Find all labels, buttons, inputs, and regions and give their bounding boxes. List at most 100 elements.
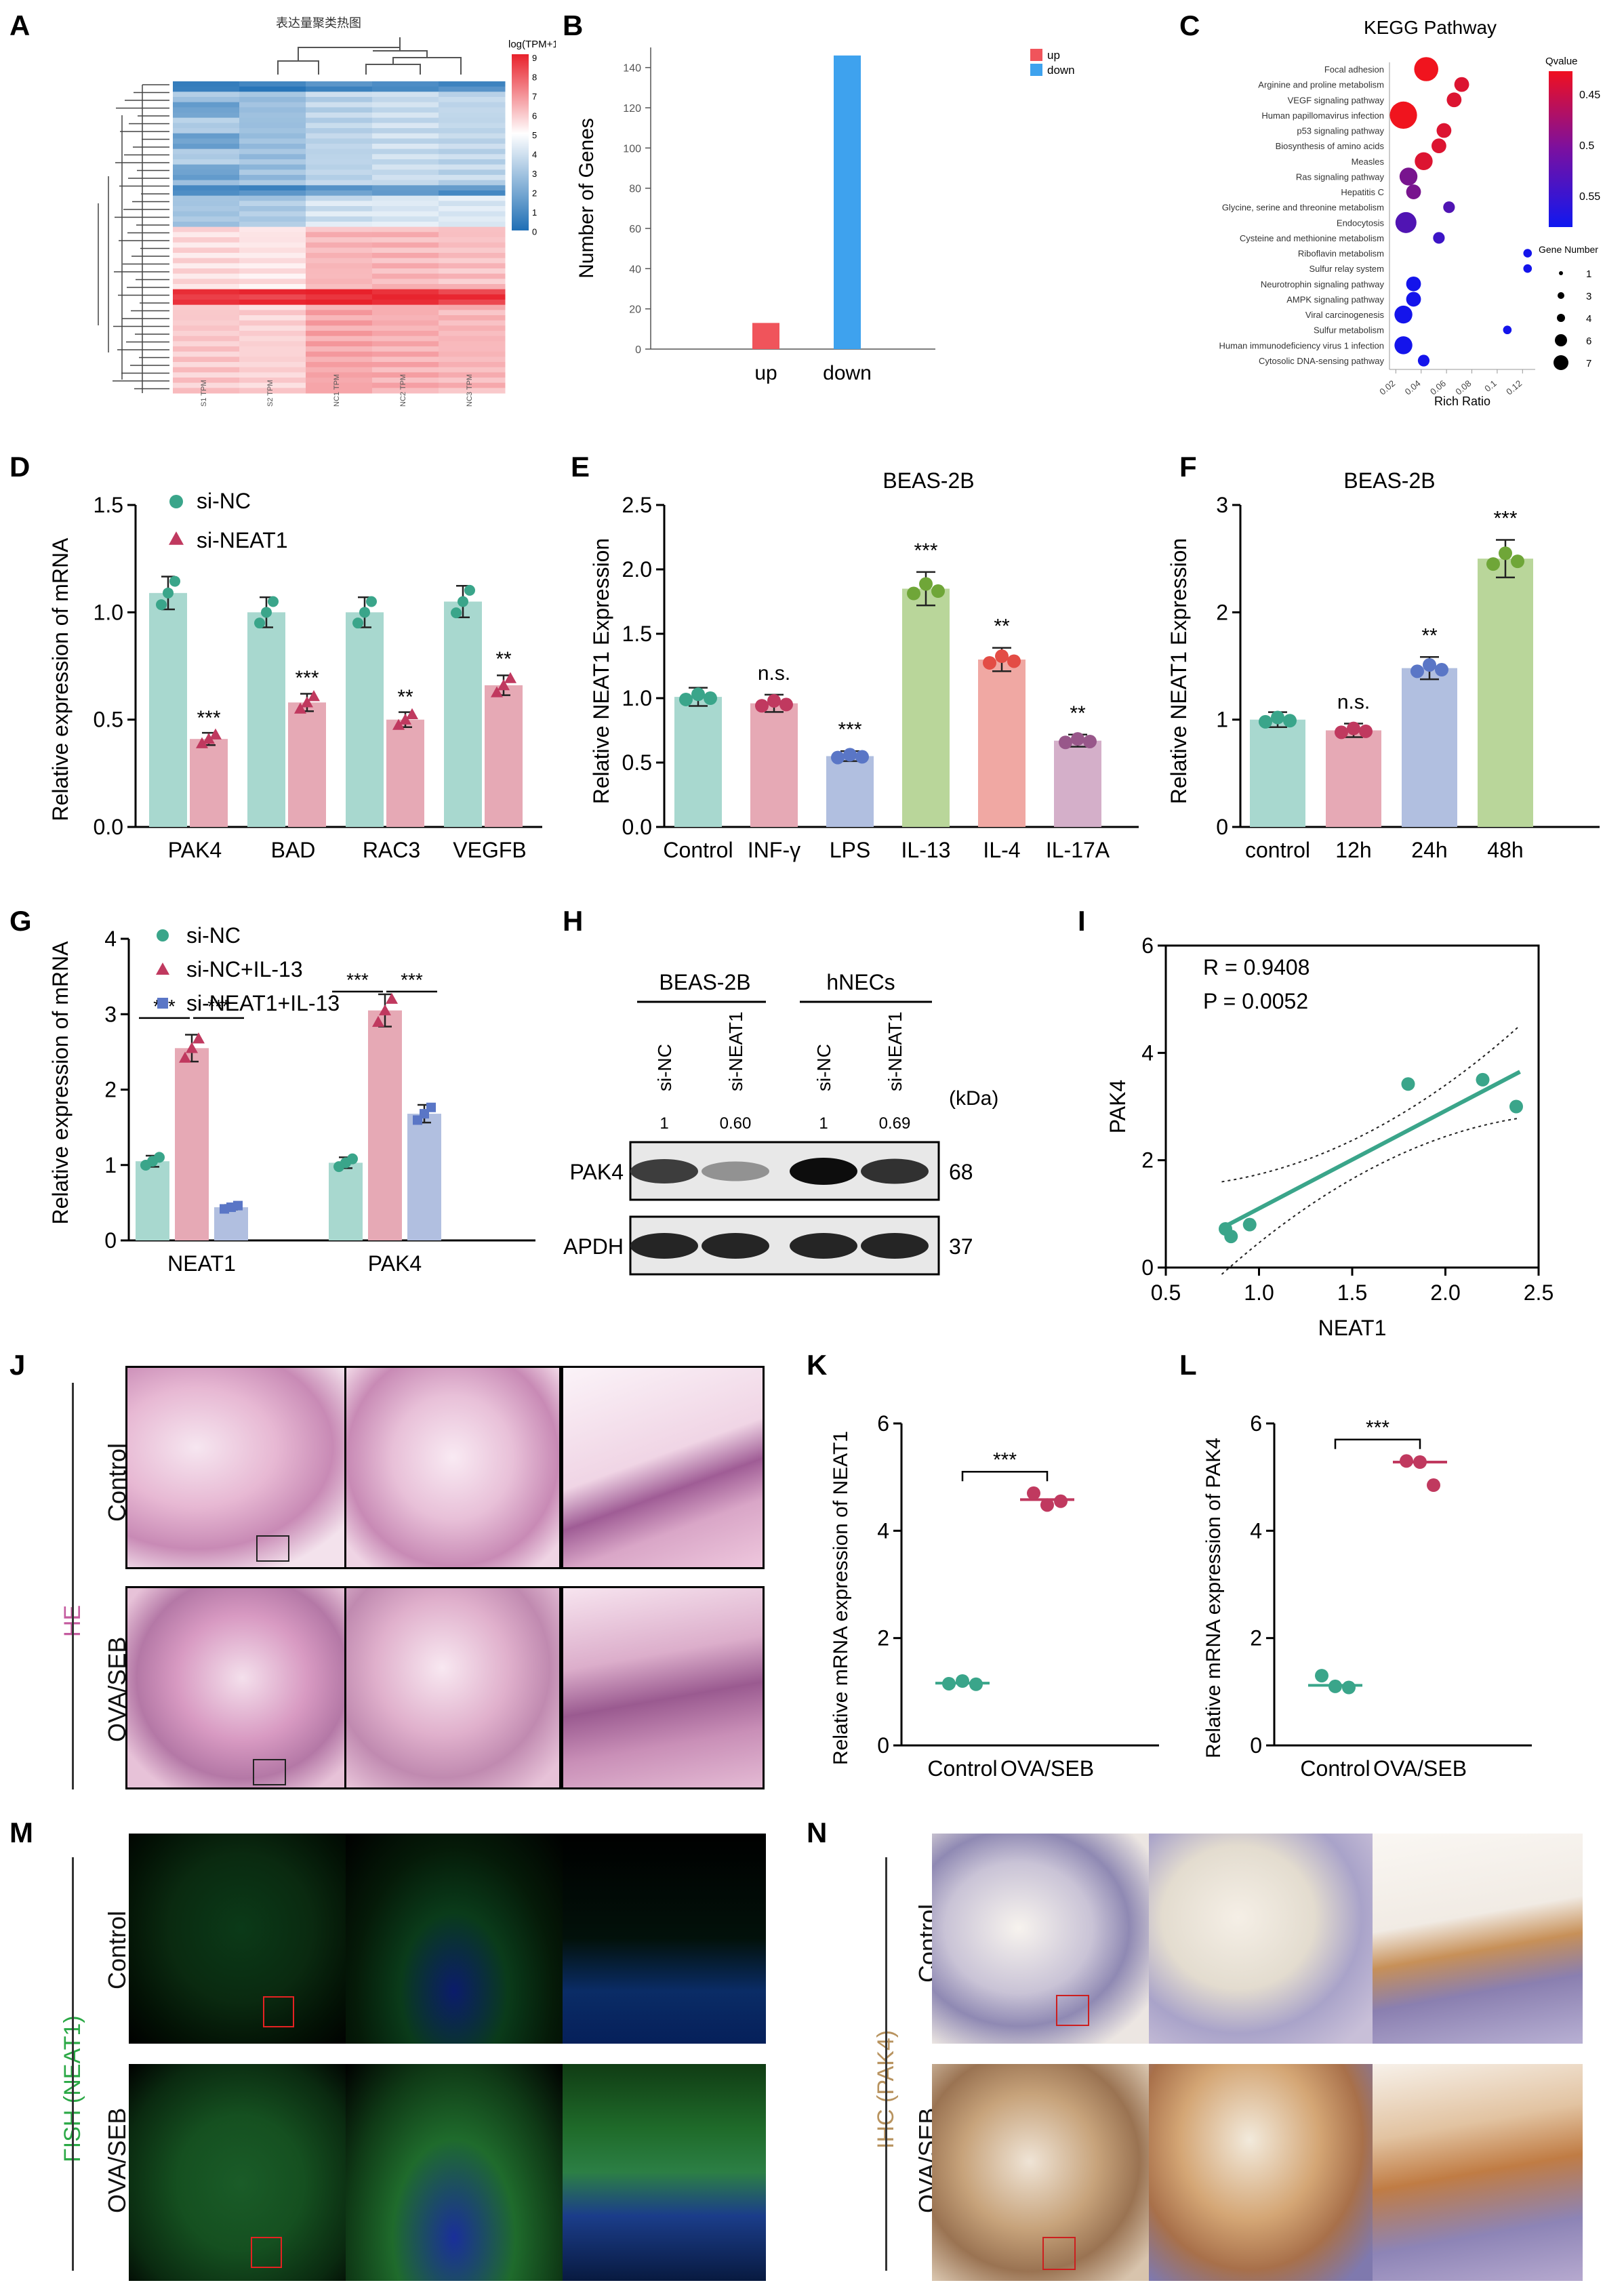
data-point bbox=[983, 655, 996, 670]
legend-marker bbox=[157, 998, 168, 1009]
bar-IL-17A bbox=[1054, 740, 1101, 827]
heatmap-cell bbox=[306, 315, 373, 321]
heatmap-cell bbox=[239, 185, 306, 191]
heatmap-cell bbox=[439, 226, 506, 232]
pathway-label: p53 signaling pathway bbox=[1297, 126, 1384, 136]
heatmap-cell bbox=[306, 336, 373, 342]
blot-kda-label: (kDa) bbox=[949, 1087, 998, 1110]
qvalue-legend-tick: 0.45 bbox=[1579, 89, 1600, 101]
heatmap-cell bbox=[306, 195, 373, 201]
ihc-control-low-mag bbox=[932, 1834, 1149, 2044]
size-legend-title: Gene Number bbox=[1539, 244, 1598, 255]
heatmap-cell bbox=[173, 190, 240, 197]
blot-group-label: hNECs bbox=[826, 970, 895, 994]
heatmap-cell bbox=[372, 315, 439, 321]
blot-ratio: 1 bbox=[819, 1114, 828, 1133]
heatmap-cell bbox=[372, 336, 439, 342]
heatmap-cell bbox=[372, 92, 439, 98]
heatmap-cell bbox=[173, 180, 240, 186]
data-point bbox=[1410, 664, 1424, 679]
heatmap-cell bbox=[306, 159, 373, 165]
y-tick-label: 0.0 bbox=[622, 815, 652, 839]
heatmap-cell bbox=[306, 164, 373, 170]
panel-label-b: B bbox=[563, 9, 584, 41]
heatmap-cell bbox=[173, 117, 240, 123]
blot-ratio: 0.69 bbox=[879, 1114, 911, 1133]
heatmap-cell bbox=[173, 175, 240, 181]
bar bbox=[329, 1162, 363, 1240]
bar-INF-γ bbox=[750, 703, 798, 827]
x-tick-label: INF-γ bbox=[748, 838, 800, 862]
heatmap-cell bbox=[239, 357, 306, 363]
heatmap-cell bbox=[173, 336, 240, 342]
pathway-bubble bbox=[1415, 152, 1433, 170]
heatmap-cell bbox=[173, 195, 240, 201]
legend-marker bbox=[156, 963, 169, 975]
data-point bbox=[1511, 554, 1524, 569]
heatmap-cell bbox=[439, 362, 506, 368]
heatmap-cell bbox=[239, 279, 306, 285]
x-tick-label: OVA/SEB bbox=[1000, 1756, 1094, 1781]
x-tick-label: 2.5 bbox=[1524, 1280, 1554, 1305]
heatmap-cell bbox=[173, 304, 240, 310]
heatmap-cell bbox=[306, 201, 373, 207]
heatmap-cell bbox=[306, 185, 373, 191]
pathway-bubble bbox=[1523, 249, 1532, 258]
data-point bbox=[1359, 724, 1373, 738]
heatmap-legend-tick: 9 bbox=[532, 53, 537, 63]
bar-down bbox=[834, 55, 861, 349]
blot-band bbox=[630, 1159, 698, 1183]
x-tick-label: LPS bbox=[830, 838, 870, 862]
data-point bbox=[366, 596, 377, 607]
data-point bbox=[942, 1676, 956, 1691]
heatmap-cell bbox=[306, 138, 373, 144]
heatmap-column-label: S2 TPM bbox=[266, 380, 275, 407]
legend-label: si-NEAT1 bbox=[197, 528, 288, 552]
bar-IL-13 bbox=[902, 588, 950, 827]
blot-band bbox=[790, 1233, 857, 1259]
heatmap-cell bbox=[439, 247, 506, 254]
heatmap-cell bbox=[306, 253, 373, 259]
heatmap-cell bbox=[306, 346, 373, 352]
heatmap-cell bbox=[306, 263, 373, 269]
heatmap-legend-tick: 7 bbox=[532, 92, 537, 102]
heatmap-cell bbox=[439, 185, 506, 191]
heatmap-cell bbox=[173, 382, 240, 388]
pathway-label: Measles bbox=[1352, 157, 1385, 167]
heatmap-cell bbox=[239, 351, 306, 357]
heatmap-cell bbox=[439, 211, 506, 217]
panel-label-j: J bbox=[9, 1349, 26, 1381]
pathway-label: Arginine and proline metabolism bbox=[1258, 80, 1384, 90]
legend-marker bbox=[169, 495, 183, 508]
significance-bracket bbox=[1334, 1438, 1421, 1449]
y-tick-label: 20 bbox=[629, 304, 641, 316]
heatmap-cell bbox=[306, 367, 373, 373]
data-point bbox=[1083, 734, 1097, 748]
heatmap-cell bbox=[306, 357, 373, 363]
heatmap-cell bbox=[173, 388, 240, 394]
heatmap-cell bbox=[239, 81, 306, 87]
regression-line bbox=[1221, 1070, 1521, 1230]
data-point bbox=[1271, 710, 1284, 725]
data-point bbox=[1486, 557, 1500, 571]
heatmap-cell bbox=[439, 289, 506, 295]
heatmap-cell bbox=[306, 226, 373, 232]
blot-kda-value: 68 bbox=[949, 1160, 973, 1184]
heatmap-cell bbox=[372, 331, 439, 337]
heatmap-cell bbox=[439, 102, 506, 108]
heatmap-cell bbox=[439, 263, 506, 269]
heatmap-column-label: NC2 TPM bbox=[399, 374, 407, 407]
heatmap-cell bbox=[306, 190, 373, 197]
heatmap-cell bbox=[239, 226, 306, 232]
y-axis-label: Relative mRNA expression of NEAT1 bbox=[830, 1431, 852, 1765]
bar bbox=[288, 702, 326, 827]
data-point-triangle bbox=[203, 733, 215, 744]
y-tick-label: 120 bbox=[623, 103, 641, 115]
heatmap-cell bbox=[372, 304, 439, 310]
heatmap-cell bbox=[439, 86, 506, 92]
heatmap-cell bbox=[372, 232, 439, 238]
pathway-label: Focal adhesion bbox=[1324, 64, 1384, 75]
heatmap-cell bbox=[439, 346, 506, 352]
data-point bbox=[254, 618, 265, 629]
data-point bbox=[347, 1153, 358, 1165]
